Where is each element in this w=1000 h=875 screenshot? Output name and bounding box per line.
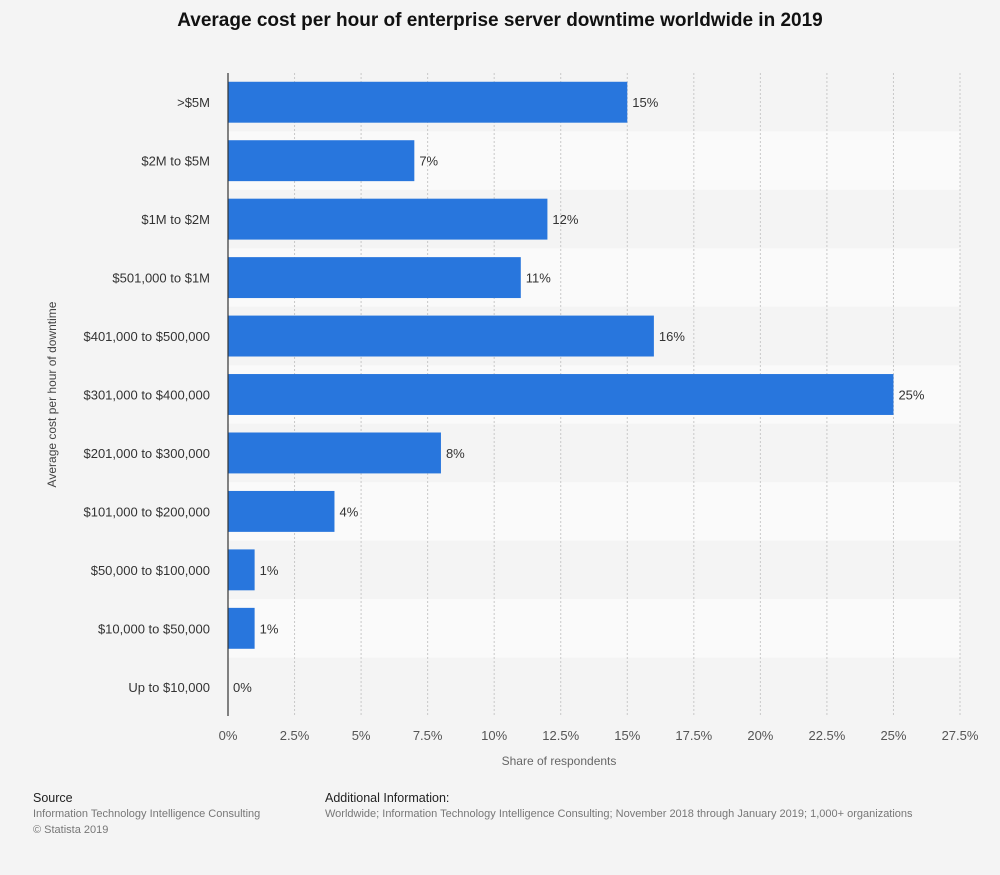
row-band	[228, 540, 960, 600]
source-name: Information Technology Intelligence Cons…	[33, 808, 261, 820]
category-label: $101,000 to $200,000	[83, 504, 210, 519]
value-label: 15%	[632, 95, 658, 110]
x-tick-label: 17.5%	[675, 728, 712, 743]
category-label: $2M to $5M	[141, 154, 210, 169]
bar-chart: 0% 2.5% 5% 7.5% 10% 12.5% 15% 17.5% 20% 22.5% 25% 2…	[45, 73, 979, 768]
x-tick-label: 27.5%	[942, 728, 979, 743]
value-label: 1%	[260, 563, 279, 578]
x-tick-label: 22.5%	[808, 728, 845, 743]
bar	[228, 81, 628, 123]
category-label: $10,000 to $50,000	[98, 621, 210, 636]
row-band	[228, 599, 960, 658]
additional-info-heading: Additional Information:	[325, 791, 450, 805]
value-label: 0%	[233, 680, 252, 695]
category-label: $501,000 to $1M	[112, 271, 210, 286]
additional-info-text: Worldwide; Information Technology Intell…	[325, 808, 913, 820]
bar	[228, 549, 255, 591]
bar	[228, 315, 654, 357]
additional-info-block: Additional Information: Worldwide; Infor…	[325, 790, 913, 822]
x-tick-label: 0%	[219, 728, 238, 743]
source-block: Source Information Technology Intelligen…	[33, 790, 260, 838]
x-axis-title: Share of respondents	[502, 754, 617, 768]
value-label: 12%	[552, 212, 578, 227]
x-tick-label: 20%	[747, 728, 773, 743]
x-tick-label: 12.5%	[542, 728, 579, 743]
category-label: $201,000 to $300,000	[83, 446, 210, 461]
x-tick-label: 7.5%	[413, 728, 443, 743]
category-label: $401,000 to $500,000	[83, 329, 210, 344]
bar	[228, 607, 255, 649]
category-label: $1M to $2M	[141, 212, 210, 227]
y-axis-title: Average cost per hour of downtime	[45, 301, 59, 487]
x-tick-label: 2.5%	[280, 728, 310, 743]
x-tick-label: 10%	[481, 728, 507, 743]
category-label: $50,000 to $100,000	[91, 563, 210, 578]
category-label: Up to $10,000	[128, 680, 210, 695]
bar	[228, 257, 521, 299]
chart-title: Average cost per hour of enterprise serv…	[177, 10, 823, 31]
category-label: >$5M	[177, 95, 210, 110]
value-label: 11%	[526, 271, 551, 286]
row-band	[228, 657, 960, 716]
x-tick-label: 5%	[352, 728, 371, 743]
copyright: © Statista 2019	[33, 824, 109, 836]
bar	[228, 490, 335, 532]
bar	[228, 198, 548, 240]
value-label: 16%	[659, 329, 685, 344]
x-tick-label: 25%	[880, 728, 906, 743]
value-label: 1%	[260, 621, 279, 636]
bar	[228, 374, 894, 415]
value-label: 8%	[446, 446, 465, 461]
value-label: 7%	[419, 154, 438, 169]
x-tick-label: 15%	[614, 728, 640, 743]
value-label: 25%	[898, 388, 924, 403]
category-label: $301,000 to $400,000	[83, 388, 210, 403]
bar	[228, 432, 441, 474]
source-heading: Source	[33, 791, 73, 805]
bar	[228, 140, 415, 182]
row-band	[228, 482, 960, 541]
value-label: 4%	[339, 504, 358, 519]
